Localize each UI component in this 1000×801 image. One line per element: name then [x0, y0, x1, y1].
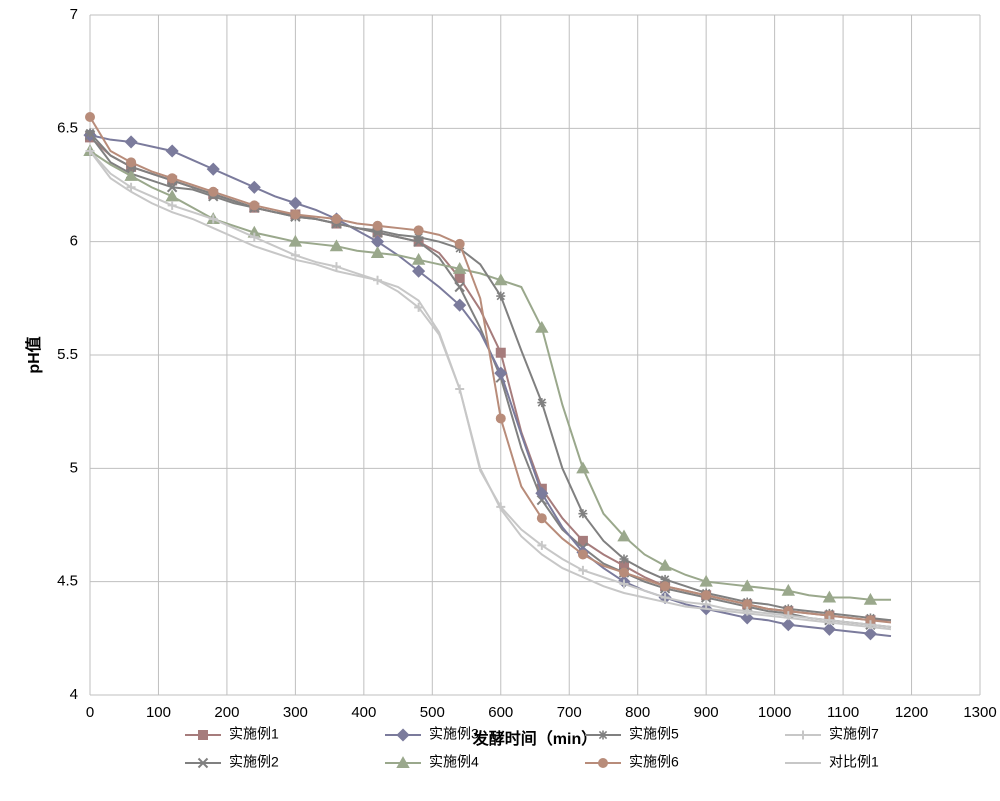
svg-text:0: 0	[86, 704, 94, 721]
svg-text:5.5: 5.5	[57, 346, 78, 363]
series-s6	[86, 113, 892, 625]
series-s5	[86, 128, 892, 622]
series-s1	[86, 133, 892, 625]
series-s7	[86, 147, 892, 630]
svg-text:1000: 1000	[758, 704, 791, 721]
svg-text:发酵时间（min）: 发酵时间（min）	[472, 729, 597, 748]
svg-text:实施例3: 实施例3	[429, 726, 479, 742]
svg-text:pH值: pH值	[24, 336, 43, 373]
svg-text:400: 400	[351, 704, 376, 721]
svg-text:6: 6	[70, 233, 78, 250]
svg-text:800: 800	[625, 704, 650, 721]
svg-text:300: 300	[283, 704, 308, 721]
series-s3	[84, 129, 891, 639]
svg-text:实施例5: 实施例5	[629, 726, 679, 742]
svg-text:1300: 1300	[963, 704, 996, 721]
svg-text:7: 7	[70, 6, 78, 23]
legend-item-s6	[585, 759, 621, 768]
legend-item-s3	[385, 729, 421, 741]
svg-text:700: 700	[557, 704, 582, 721]
svg-text:100: 100	[146, 704, 171, 721]
svg-text:1100: 1100	[827, 704, 859, 721]
svg-text:600: 600	[488, 704, 513, 721]
series-s2	[86, 131, 892, 630]
line-chart: 0 100 200 300 400 500 600 700 800 900 1000 1100 1200…	[0, 0, 1000, 801]
series-s4	[84, 145, 891, 604]
svg-text:实施例4: 实施例4	[429, 754, 479, 770]
svg-text:实施例2: 实施例2	[229, 754, 279, 770]
svg-text:1200: 1200	[895, 704, 928, 721]
svg-text:实施例1: 实施例1	[229, 726, 279, 742]
svg-text:6.5: 6.5	[57, 119, 78, 136]
svg-text:4: 4	[70, 686, 78, 703]
legend-item-s1	[185, 731, 221, 740]
svg-text:5: 5	[70, 459, 78, 476]
svg-text:对比例1: 对比例1	[829, 754, 879, 770]
svg-text:实施例6: 实施例6	[629, 754, 679, 770]
legend-item-s7	[785, 731, 821, 740]
legend-item-s2	[185, 759, 221, 768]
chart-container: 0 100 200 300 400 500 600 700 800 900 1000 1100 1200…	[0, 0, 1000, 801]
svg-text:4.5: 4.5	[57, 573, 78, 590]
svg-text:900: 900	[694, 704, 719, 721]
svg-text:实施例7: 实施例7	[829, 726, 879, 742]
svg-text:500: 500	[420, 704, 445, 721]
legend-item-s4	[385, 757, 421, 767]
svg-text:200: 200	[214, 704, 239, 721]
